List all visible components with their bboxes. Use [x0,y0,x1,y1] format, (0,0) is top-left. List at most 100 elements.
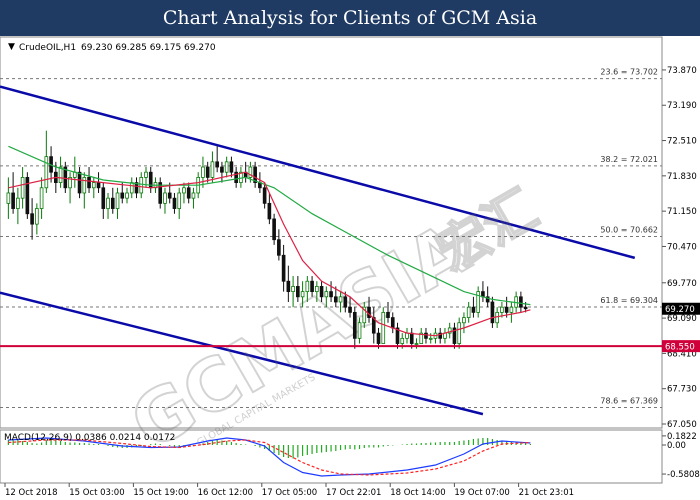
candle [471,296,476,318]
candle [210,151,215,183]
candle [101,182,106,219]
candle-body [35,208,39,225]
candle [120,182,125,204]
y-tick-label: 70.470 [667,242,697,252]
candle-body [110,197,115,209]
candle [419,327,424,344]
candle [68,172,72,204]
candles [6,130,528,349]
candle-body [447,327,452,334]
candle [300,281,305,308]
candle [234,167,238,188]
candle [504,296,509,318]
y-tick-label: 72.510 [667,137,697,147]
candle-body [186,187,191,199]
candle [115,187,120,219]
fib-label: 23.6 = 73.702 [600,68,658,77]
candle-body [167,192,172,199]
candle [291,276,295,308]
candle-body [139,177,144,194]
macd-y-tick-label: 0.00 [667,441,686,451]
candle [6,177,11,219]
candle [35,203,39,235]
candle-body [201,166,205,178]
candle-body [291,286,295,293]
candle-body [115,192,120,209]
trend-channel [0,85,636,416]
candle [381,307,386,344]
current-price-tag [662,302,700,315]
ma-fast-line [8,171,531,337]
price-tags: 69.270 68.550 [662,302,700,353]
candle-body [191,192,196,199]
candle-body [144,171,148,178]
candle-body [215,161,219,168]
macd-y-tick-label: 0.1822 [667,432,697,442]
candle-body [343,296,348,308]
candle-body [504,306,509,313]
candle-body [210,161,215,178]
x-tick-label: 15 Oct 03:00 [69,488,124,498]
candle-body [348,306,352,313]
y-tick-label: 67.050 [667,420,697,430]
candle-body [220,166,224,173]
candle-body [267,202,272,220]
channel-line [0,291,484,416]
fibonacci-levels: 23.6 = 73.702 38.2 = 72.021 50.0 = 70.662 6… [0,68,662,408]
candle [519,291,523,313]
candle [139,172,144,199]
y-tick-label: 69.770 [667,279,697,289]
candle-body [234,171,238,183]
candle [177,187,182,219]
candle-body [523,306,528,310]
candle-body [390,317,395,329]
main-plot-frame [0,36,663,429]
candle-body [381,311,386,344]
candle [77,167,82,199]
candle-body [11,192,15,209]
candle [324,286,329,308]
candle-body [272,218,276,241]
candle-body [414,343,419,345]
candle [281,244,286,292]
candle [371,307,376,344]
moving-averages [8,145,531,337]
candle [305,276,310,302]
candle [462,312,466,334]
candle-body [419,332,424,344]
x-tick-label: 15 Oct 19:00 [133,488,188,498]
candle-body [44,156,49,189]
candle-body [163,192,167,204]
current-price-label: 69.270 [665,305,695,315]
candle [201,156,205,188]
candle-body [509,306,514,313]
candle-body [6,192,11,204]
candle-body [253,166,257,183]
candle-body [376,332,381,344]
candle [220,161,224,183]
candle-body [305,280,310,293]
candle-body [462,317,466,324]
candle [272,213,276,245]
price-axis: 73.870 73.190 72.510 71.830 71.150 70.470 69.7… [662,66,697,430]
candle [348,296,352,318]
candle-body [229,161,234,173]
candle [191,187,196,209]
candle [286,265,291,302]
candle-body [386,311,390,318]
candle [447,322,452,339]
support-price-tag [662,340,700,353]
support-price-label: 68.550 [665,343,695,353]
candle-body [457,322,462,344]
candle [224,156,229,178]
candle-body [485,296,490,303]
candle-body [262,187,267,204]
candle [253,161,257,188]
candle [110,187,115,214]
candle-body [58,166,63,183]
candle-body [338,296,343,303]
header-arrow-icon: ▼ [8,42,15,52]
candle-body [296,286,300,298]
candle-body [286,280,291,293]
macd-line [8,437,531,477]
